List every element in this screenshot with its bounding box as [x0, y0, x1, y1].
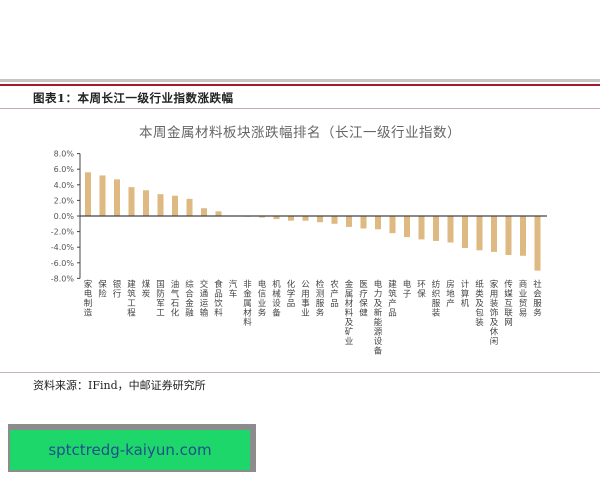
x-tick-label: 纸类及包装	[475, 279, 484, 328]
x-tick-label: 金属材料及矿业	[345, 279, 354, 347]
bar	[331, 216, 338, 224]
x-tick-label: 电信业务	[258, 279, 267, 319]
x-tick-label: 医疗保健	[359, 280, 368, 319]
x-tick-label: 食品饮料	[214, 279, 223, 319]
bar	[534, 216, 541, 271]
bar	[317, 216, 323, 223]
x-tick-label: 家电制造	[84, 279, 93, 319]
bar	[520, 216, 526, 256]
x-tick-label: 电子	[403, 279, 412, 300]
x-tick-label: 建筑工程	[127, 279, 136, 319]
x-tick-label: 电力及新能源设备	[374, 279, 383, 357]
bar	[433, 216, 439, 241]
bar	[404, 216, 410, 238]
bar	[186, 198, 193, 216]
header-accent-line	[0, 84, 600, 86]
y-tick-label: 8.0%	[54, 150, 75, 159]
y-tick-label: 6.0%	[54, 165, 75, 174]
x-tick-label: 保险	[98, 279, 107, 300]
y-tick-label: -6.0%	[51, 259, 75, 268]
bar	[288, 216, 294, 221]
watermark-box: sptctredg-kaiyun.com	[10, 430, 250, 470]
bar	[346, 216, 352, 227]
bar	[462, 216, 468, 248]
x-tick-label: 机械设备	[272, 279, 281, 319]
x-tick-label: 环保	[417, 280, 426, 300]
bar	[476, 216, 483, 251]
x-tick-label: 银行	[113, 279, 122, 300]
x-tick-label: 农产品	[330, 279, 339, 309]
bar	[491, 216, 497, 252]
bar	[99, 175, 106, 216]
x-tick-label: 社会服务	[533, 279, 542, 319]
bar	[143, 190, 149, 216]
bar	[375, 216, 381, 230]
x-tick-label: 公用事业	[301, 280, 310, 319]
bar	[447, 216, 454, 243]
x-tick-label: 交通运输	[200, 279, 209, 319]
chart-title: 本周金属材料板块涨跌幅排名（长江一级行业指数）	[139, 125, 461, 141]
x-tick-label: 综合金融	[185, 279, 194, 319]
y-tick-label: -4.0%	[51, 243, 75, 252]
bar	[85, 172, 91, 216]
top-gray-band	[0, 79, 600, 82]
bar	[114, 179, 120, 216]
watermark-text: sptctredg-kaiyun.com	[48, 441, 212, 459]
x-tick-label: 商业贸易	[519, 279, 528, 319]
x-tick-label: 计算机	[461, 279, 470, 309]
bar	[172, 195, 178, 216]
x-tick-label: 纺织服装	[432, 279, 441, 319]
y-tick-label: 0.0%	[54, 212, 75, 221]
bar-chart: 8.0% 6.0% 4.0% 2.0% 0.0% -2.0% -4.0% -6.0% -8.0%…	[51, 150, 547, 357]
x-tick-label: 国防军工	[156, 280, 165, 319]
bar	[259, 216, 265, 218]
bar	[157, 194, 164, 216]
figure-title: 图表1：本周长江一级行业指数涨跌幅	[33, 91, 234, 105]
source-note: 资料来源：IFind，中邮证券研究所	[33, 379, 206, 392]
x-tick-label: 油气石化	[171, 279, 180, 319]
bar	[389, 216, 396, 234]
x-tick-label: 检测服务	[316, 279, 325, 319]
bar	[302, 216, 309, 221]
x-tick-label: 化学品	[287, 279, 296, 309]
x-tick-label: 房地产	[446, 279, 455, 309]
x-tick-label: 建筑产品	[388, 279, 397, 319]
x-tick-label: 汽车	[229, 279, 238, 300]
bar	[418, 216, 425, 240]
y-tick-label: -2.0%	[51, 228, 75, 237]
bar	[273, 216, 280, 220]
bar	[360, 216, 367, 229]
bar	[505, 216, 512, 255]
bar	[215, 211, 222, 216]
x-tick-label: 传媒互联网	[504, 279, 513, 328]
bar	[128, 187, 135, 216]
footer-divider	[0, 372, 600, 373]
y-tick-label: 4.0%	[54, 181, 75, 190]
x-tick-label: 煤炭	[142, 279, 151, 300]
y-tick-label: 2.0%	[54, 196, 75, 205]
x-tick-label: 家用装饰及休闲	[490, 279, 499, 347]
y-tick-label: -8.0%	[51, 274, 75, 283]
bar	[201, 208, 207, 216]
header-divider	[0, 108, 600, 109]
x-tick-label: 非金属材料	[243, 279, 252, 328]
